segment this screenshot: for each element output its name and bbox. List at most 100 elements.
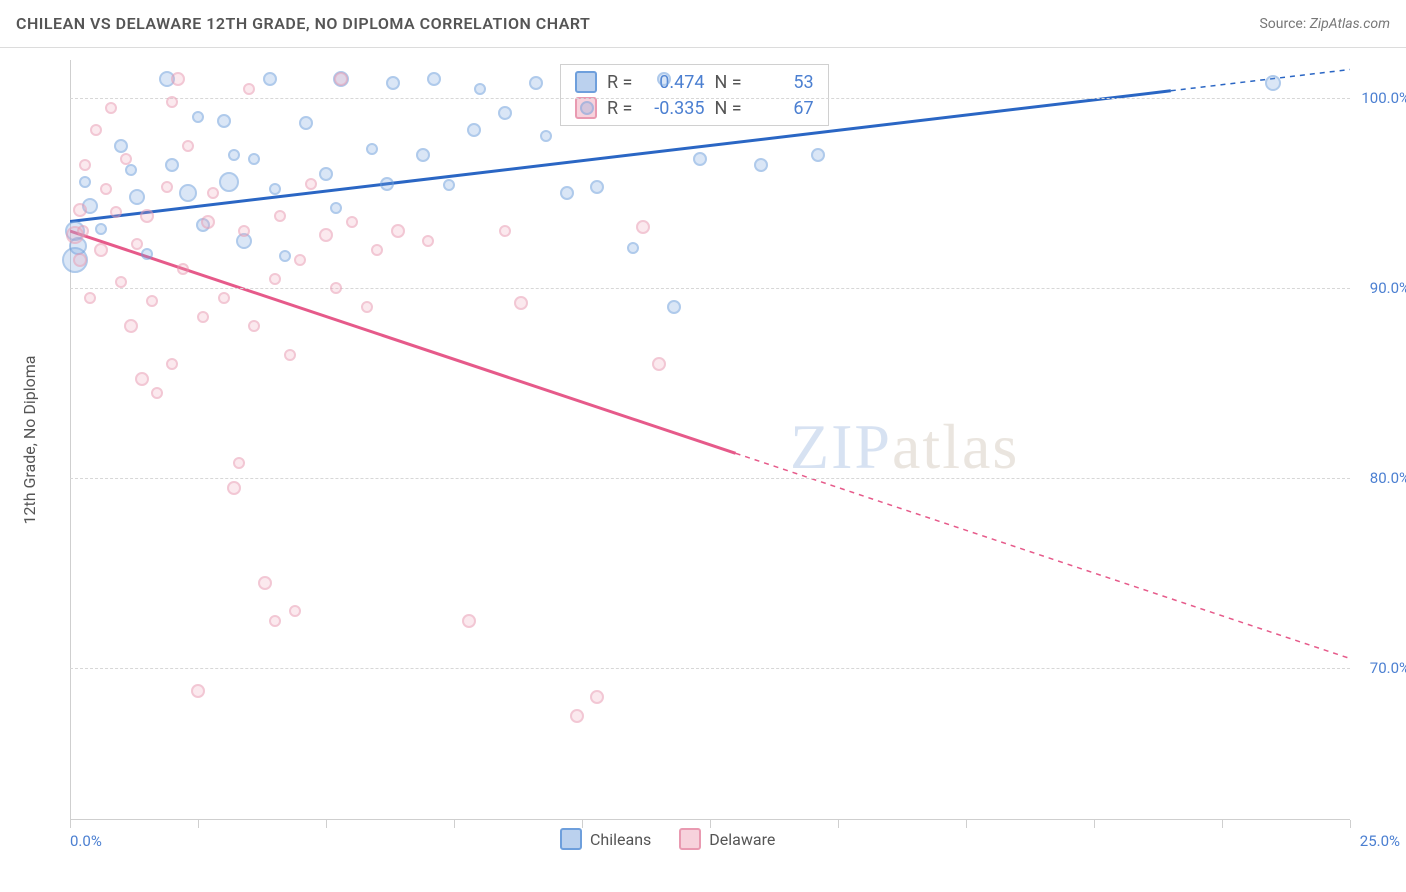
x-axis-min-label: 0.0%	[70, 832, 102, 850]
data-point	[269, 273, 281, 285]
data-point	[105, 102, 117, 114]
data-point	[243, 83, 255, 95]
data-point	[166, 358, 178, 370]
legend-item: Delaware	[679, 828, 775, 850]
data-point	[238, 225, 250, 237]
x-tick	[1222, 820, 1223, 828]
data-point	[462, 614, 476, 628]
r-label: R =	[607, 72, 632, 93]
data-point	[177, 263, 189, 275]
data-point	[346, 216, 358, 228]
data-point	[422, 235, 434, 247]
data-point	[77, 225, 89, 237]
data-point	[274, 210, 286, 222]
y-tick-label: 100.0%	[1361, 89, 1406, 107]
r-value: 0.474	[642, 72, 704, 93]
x-tick	[582, 820, 583, 828]
grid-line	[70, 288, 1350, 289]
data-point	[305, 178, 317, 190]
data-point	[443, 179, 455, 191]
data-point	[361, 301, 373, 313]
data-point	[330, 202, 342, 214]
chart-title: CHILEAN VS DELAWARE 12TH GRADE, NO DIPLO…	[16, 14, 590, 33]
x-tick	[70, 820, 71, 828]
r-label: R =	[607, 98, 632, 119]
n-label: N =	[714, 72, 741, 93]
chart-header: CHILEAN VS DELAWARE 12TH GRADE, NO DIPLO…	[0, 0, 1406, 48]
n-value: 67	[752, 98, 814, 119]
x-tick	[326, 820, 327, 828]
data-point	[474, 83, 486, 95]
legend-label: Delaware	[709, 830, 775, 849]
data-point	[94, 243, 108, 257]
data-point	[540, 130, 552, 142]
data-point	[233, 457, 245, 469]
y-tick-label: 90.0%	[1370, 279, 1406, 297]
data-point	[207, 187, 219, 199]
data-point	[171, 72, 185, 86]
data-point	[319, 167, 333, 181]
data-point	[529, 76, 543, 90]
source-name: ZipAtlas.com	[1310, 16, 1390, 32]
data-point	[754, 158, 768, 172]
data-point	[110, 206, 122, 218]
data-point	[263, 72, 277, 86]
data-point	[269, 615, 281, 627]
data-point	[217, 114, 231, 128]
legend-swatch	[679, 828, 701, 850]
data-point	[179, 184, 197, 202]
data-point	[228, 149, 240, 161]
data-point	[391, 224, 405, 238]
r-value: -0.335	[642, 98, 704, 119]
data-point	[227, 481, 241, 495]
data-point	[667, 300, 681, 314]
data-point	[197, 311, 209, 323]
data-point	[84, 292, 96, 304]
correlation-stats-box: R = 0.474 N = 53 R = -0.335 N = 67	[560, 64, 829, 126]
x-tick	[454, 820, 455, 828]
data-point	[166, 96, 178, 108]
x-axis-max-label: 25.0%	[1360, 832, 1400, 850]
grid-line	[70, 98, 1350, 99]
data-point	[129, 189, 145, 205]
data-point	[95, 223, 107, 235]
data-point	[120, 153, 132, 165]
x-tick	[1350, 820, 1351, 828]
data-point	[467, 123, 481, 137]
data-point	[165, 158, 179, 172]
chart-legend: Chileans Delaware	[560, 828, 775, 850]
legend-label: Chileans	[590, 830, 651, 849]
data-point	[135, 372, 149, 386]
data-point	[73, 203, 87, 217]
legend-swatch	[575, 71, 597, 93]
legend-item: Chileans	[560, 828, 651, 850]
watermark: ZIPatlas	[790, 410, 1019, 484]
data-point	[416, 148, 430, 162]
data-point	[657, 72, 671, 86]
trend-lines	[70, 60, 1350, 820]
n-label: N =	[714, 98, 741, 119]
grid-line	[70, 478, 1350, 479]
x-tick	[198, 820, 199, 828]
n-value: 53	[752, 72, 814, 93]
data-point	[590, 180, 604, 194]
data-point	[380, 177, 394, 191]
data-point	[570, 709, 584, 723]
data-point	[192, 111, 204, 123]
data-point	[90, 124, 102, 136]
chart-plot-area: ZIPatlas R =0.474N =53R =-0.335N =67 Chi…	[70, 60, 1350, 820]
data-point	[125, 164, 137, 176]
source-attribution: Source: ZipAtlas.com	[1259, 16, 1390, 32]
data-point	[114, 139, 128, 153]
data-point	[427, 72, 441, 86]
data-point	[218, 292, 230, 304]
data-point	[131, 238, 143, 250]
data-point	[201, 215, 215, 229]
x-tick	[966, 820, 967, 828]
data-point	[79, 159, 91, 171]
data-point	[319, 228, 333, 242]
stats-row: R = 0.474 N = 53	[561, 69, 828, 95]
legend-swatch	[560, 828, 582, 850]
trend-line-solid	[70, 231, 736, 453]
y-tick-label: 80.0%	[1370, 469, 1406, 487]
